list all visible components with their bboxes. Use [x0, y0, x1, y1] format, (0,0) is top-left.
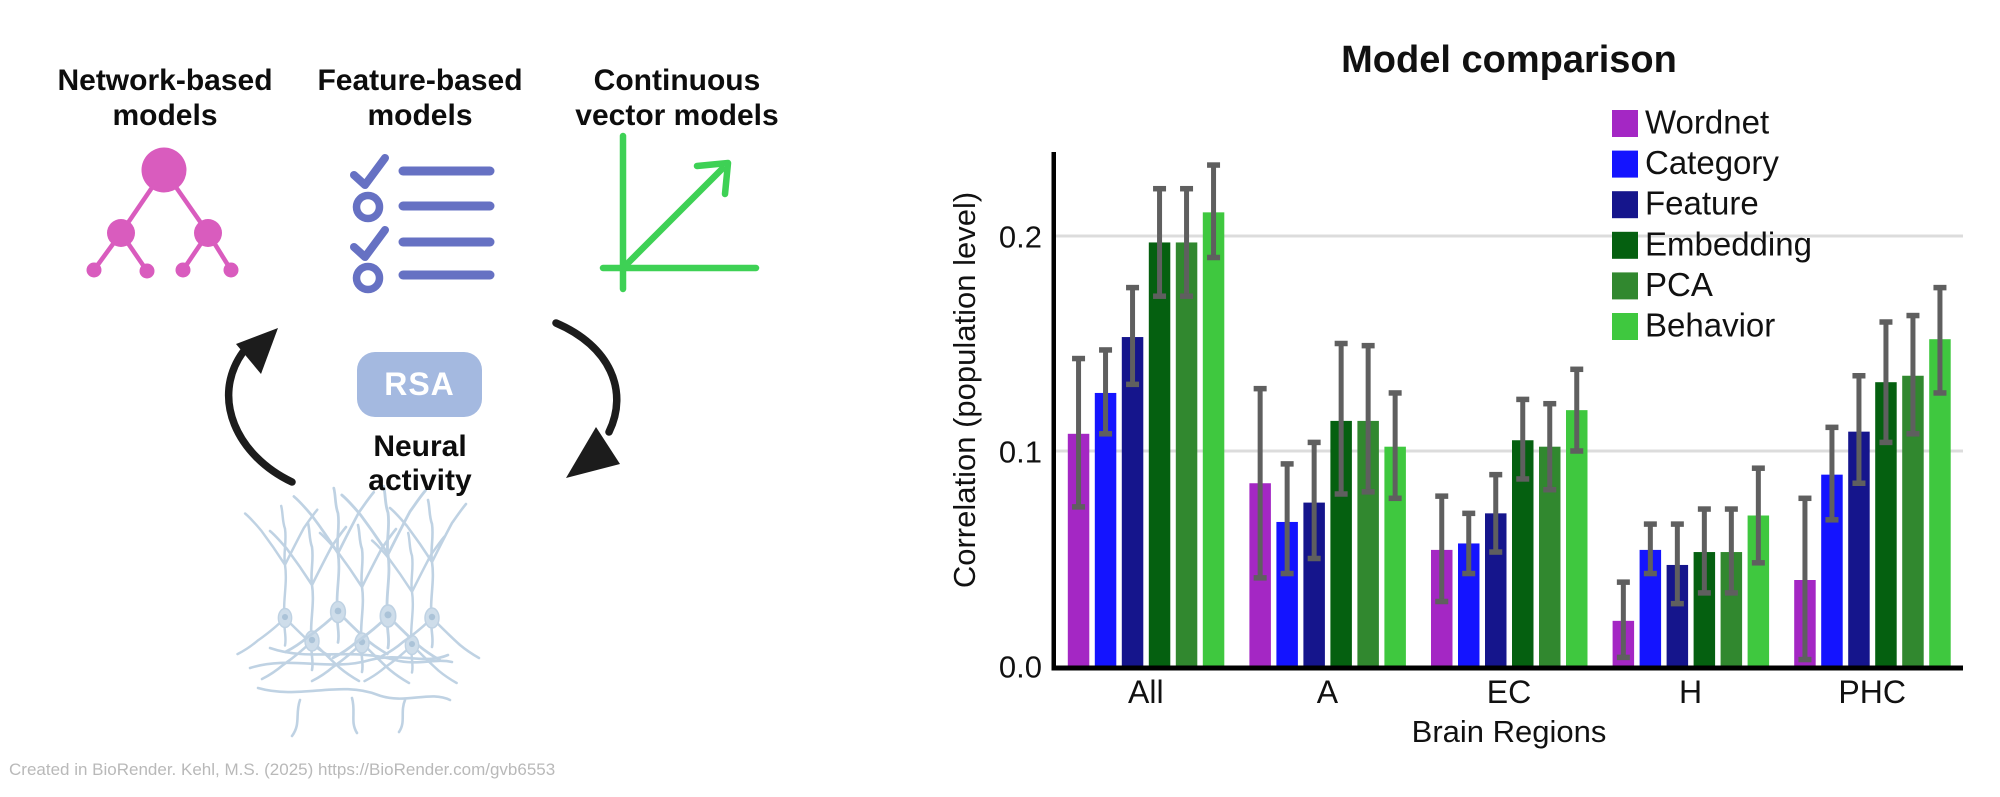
bar-PCA-EC	[1539, 446, 1561, 666]
legend-label-PCA: PCA	[1645, 266, 1713, 303]
model-comparison-chart: 0.0 0.1 0.2 All A EC H PHC Model comparison Brain…	[900, 0, 2000, 797]
x-tick-label-A: A	[1317, 674, 1339, 710]
bar-PCA-All	[1175, 242, 1198, 666]
feature-checklist-icon	[350, 154, 495, 294]
heading-feature-based-models: Feature-based models	[317, 64, 523, 132]
cycle-arrow-down-icon	[552, 319, 621, 478]
chart-title: Model comparison	[1341, 39, 1677, 81]
bar-Feature-A	[1303, 502, 1325, 666]
bar-Behavior-A	[1384, 446, 1406, 666]
y-tick-label: 0.1	[999, 435, 1042, 470]
x-axis-label: Brain Regions	[1412, 714, 1607, 749]
vector-axes-arrow-icon	[599, 132, 760, 293]
bar-Feature-PHC	[1848, 431, 1870, 666]
legend-swatch-Wordnet	[1612, 110, 1638, 137]
legend-label-Behavior: Behavior	[1645, 307, 1775, 344]
legend-label-Feature: Feature	[1645, 185, 1759, 222]
x-tick-label-All: All	[1128, 674, 1164, 710]
biorender-credit: Created in BioRender. Kehl, M.S. (2025) …	[9, 760, 556, 779]
bar-Embedding-H	[1693, 552, 1716, 666]
legend-label-Category: Category	[1645, 144, 1779, 181]
legend-label-Wordnet: Wordnet	[1645, 104, 1769, 141]
bar-Embedding-All	[1148, 242, 1171, 666]
bar-Feature-All	[1121, 337, 1144, 666]
legend-label-Embedding: Embedding	[1645, 225, 1812, 262]
legend-swatch-Embedding	[1612, 231, 1638, 259]
cycle-arrow-up-icon	[224, 328, 296, 486]
bar-Category-A	[1276, 521, 1298, 666]
bar-PCA-H	[1720, 552, 1743, 666]
legend-swatch-Feature	[1612, 191, 1638, 219]
diagram-graphics	[86, 132, 760, 738]
legend-swatch-Category	[1612, 150, 1638, 178]
bar-PCA-A	[1357, 420, 1379, 666]
legend-swatch-PCA	[1612, 272, 1638, 300]
bar-Behavior-H	[1747, 515, 1770, 666]
bar-Category-All	[1094, 392, 1117, 666]
x-axis-baseline	[1051, 665, 1963, 671]
heading-network-based-models: Network-based models	[57, 64, 273, 132]
bar-Wordnet-EC	[1431, 549, 1453, 666]
rsa-badge: RSA	[357, 352, 482, 417]
heading-continuous-vector-models: Continuous vector models	[575, 64, 779, 132]
bar-Behavior-All	[1202, 212, 1225, 666]
bar-Embedding-A	[1330, 420, 1352, 666]
y-tick-label: 0.0	[999, 650, 1042, 685]
y-tick-label: 0.2	[999, 220, 1042, 255]
bar-Category-H	[1639, 549, 1662, 666]
neural-activity-label: Neural activity	[368, 430, 472, 497]
bar-Feature-H	[1666, 564, 1689, 666]
bar-Embedding-PHC	[1875, 382, 1897, 666]
x-tick-label-PHC: PHC	[1838, 674, 1906, 710]
bar-PCA-PHC	[1902, 375, 1924, 666]
y-axis-spine	[1051, 152, 1056, 670]
x-tick-label-EC: EC	[1487, 674, 1531, 710]
bar-chart: 0.0 0.1 0.2 All A EC H PHC Model comparison Brain…	[947, 39, 1963, 749]
bar-Embedding-EC	[1512, 440, 1534, 666]
legend-swatch-Behavior	[1612, 313, 1638, 340]
y-axis-label: Correlation (population level)	[947, 192, 982, 588]
neurons-illustration	[236, 484, 481, 738]
bar-Behavior-PHC	[1929, 339, 1951, 666]
hierarchy-tree-icon	[86, 147, 239, 279]
bar-Wordnet-All	[1067, 433, 1090, 666]
bar-Behavior-EC	[1566, 410, 1588, 666]
x-tick-label-H: H	[1679, 674, 1702, 710]
